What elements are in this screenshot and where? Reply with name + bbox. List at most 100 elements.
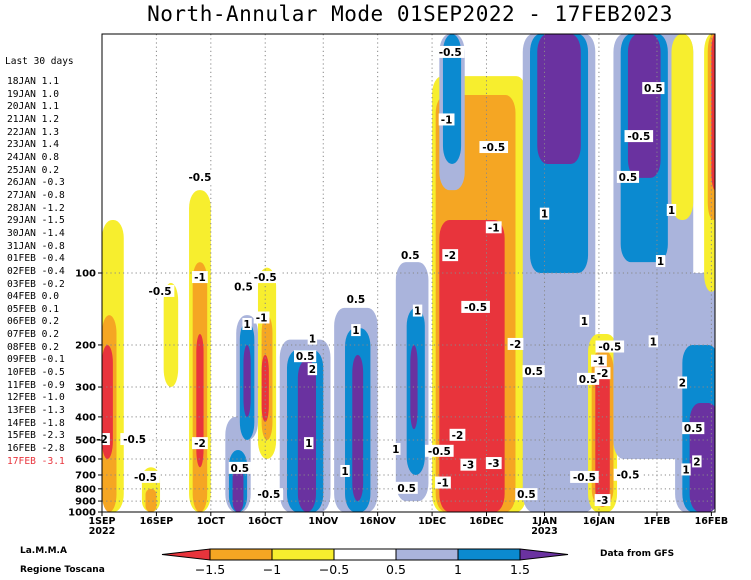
contour-label: -0.5 — [123, 434, 146, 446]
contour-label-bg — [399, 249, 422, 262]
credits-left: La.M.M.A Regione Toscana — [20, 542, 105, 580]
contour-label: -0.5 — [254, 272, 277, 284]
entry-value: 1.3 — [35, 126, 59, 138]
contour-label: 1 — [341, 466, 348, 478]
contour-label: 1 — [243, 319, 250, 331]
colorbar: −1.5 −1 −0.5 0.5 1 1.5 — [161, 548, 569, 577]
y-tick-label: 300 — [75, 383, 96, 394]
contour-label: -0.5 — [573, 472, 596, 484]
contour-label-bg — [250, 271, 280, 284]
entry-date: 06FEB — [7, 316, 36, 328]
entry-date: 28JAN — [7, 202, 36, 214]
contour-label-bg — [228, 461, 251, 474]
x-tick-label: 1FEB — [644, 516, 671, 527]
anomaly-region — [537, 34, 581, 165]
x-axis: 1SEP2022 16SEP 1OCT 16OCT 1NOV 16NOV 1DEC 16DEC… — [89, 512, 728, 537]
sidebar-entry: 31JAN -0.8 — [7, 241, 65, 254]
entry-value: -0.9 — [35, 379, 65, 391]
credit-lamma: La.M.M.A — [20, 546, 67, 556]
contour-label-bg — [254, 488, 284, 501]
contour-label-bg — [192, 271, 208, 284]
entry-date: 31JAN — [7, 240, 36, 252]
entry-value: 1.2 — [35, 113, 59, 125]
x-tick-year: 2023 — [531, 526, 557, 537]
anomaly-region — [261, 354, 269, 422]
sidebar-entry: 12FEB -1.0 — [7, 392, 65, 405]
contour-label-bg — [591, 354, 607, 367]
anomaly-region — [442, 34, 462, 165]
contour-label-bg — [131, 470, 160, 483]
contour-label-bg — [485, 221, 502, 234]
anomaly-region — [352, 354, 364, 502]
colorbar-segment — [519, 548, 569, 561]
contour-label-bg — [294, 350, 317, 363]
x-tick-label: 16FEB — [695, 516, 728, 527]
contour-label: 1 — [352, 325, 359, 337]
contour-label: -2 — [597, 368, 609, 380]
x-tick-label: 1SEP — [89, 516, 116, 527]
x-tick-label: 1JAN — [532, 516, 557, 527]
contour-label-bg — [307, 332, 318, 345]
sidebar-entry: 10FEB -0.5 — [7, 367, 65, 380]
contour-label: -0.5 — [149, 286, 172, 298]
x-tick-label: 16NOV — [359, 516, 396, 527]
contour-label: -1 — [437, 478, 449, 490]
contour-label-bg — [655, 255, 666, 268]
entry-value: 0.2 — [35, 316, 59, 328]
contour-label-bg — [579, 314, 590, 327]
colorbar-label: 0.5 — [386, 562, 406, 577]
contour-label-bg — [442, 249, 459, 262]
entry-date: 02FEB — [7, 265, 36, 277]
contour-label: -3 — [488, 458, 500, 470]
colorbar-segment — [457, 548, 521, 561]
anomaly-region — [671, 34, 694, 220]
entry-value: 0.0 — [35, 291, 59, 303]
contour-label: 0.5 — [347, 294, 366, 306]
entry-value: -1.4 — [35, 227, 65, 239]
contour-label-bg — [438, 113, 455, 126]
entry-value: -2.3 — [35, 430, 65, 442]
entry-date: 15FEB — [7, 430, 36, 442]
entry-value: -0.5 — [35, 367, 65, 379]
contour-label-bg — [594, 367, 611, 380]
x-tick-label: 16DEC — [469, 516, 504, 527]
y-tick-label: 700 — [75, 470, 96, 481]
contour-label-bg — [344, 293, 368, 306]
contour-label-bg — [425, 444, 454, 457]
contour-label-bg — [648, 335, 659, 348]
contour-label-bg — [515, 488, 538, 501]
contour-label: 2 — [693, 456, 700, 468]
entry-value: 0.2 — [35, 164, 59, 176]
entry-date: 09FEB — [7, 354, 36, 366]
sidebar-entry: 26JAN -0.3 — [7, 177, 65, 190]
entry-date: 04FEB — [7, 291, 36, 303]
contour-label: -0.5 — [482, 142, 505, 154]
y-tick-label: 900 — [75, 497, 96, 508]
entry-date: 20JAN — [7, 101, 36, 113]
contour-label-bg — [461, 300, 490, 313]
contour-label: -1 — [488, 222, 500, 234]
entry-value: 1.4 — [35, 139, 59, 151]
colorbar-label: −1 — [263, 562, 281, 577]
colorbar-segment — [161, 548, 211, 561]
contour-label-bg — [460, 458, 477, 471]
entry-value: -1.0 — [35, 392, 65, 404]
sidebar-entry: 18JAN 1.1 — [7, 76, 65, 89]
entry-value: 1.1 — [35, 101, 59, 113]
entry-date: 30JAN — [7, 227, 36, 239]
contour-label: -2 — [510, 339, 522, 351]
colorbar-segment — [209, 548, 273, 561]
contour-label: -0.5 — [188, 172, 211, 184]
entry-date: 27JAN — [7, 189, 36, 201]
entry-value: -0.1 — [35, 354, 65, 366]
contour-label: -0.5 — [464, 302, 487, 314]
entry-date: 21JAN — [7, 113, 36, 125]
entry-value: -3.1 — [35, 455, 65, 467]
contour-label: -0.5 — [627, 131, 650, 143]
colorbar-segment — [333, 548, 397, 561]
contour-label: 1 — [305, 438, 312, 450]
contour-label: 0.5 — [644, 83, 663, 95]
sidebar-entry: 27JAN -0.8 — [7, 190, 65, 203]
colorbar-label: −0.5 — [319, 562, 349, 577]
contour-label-bg — [595, 340, 625, 353]
